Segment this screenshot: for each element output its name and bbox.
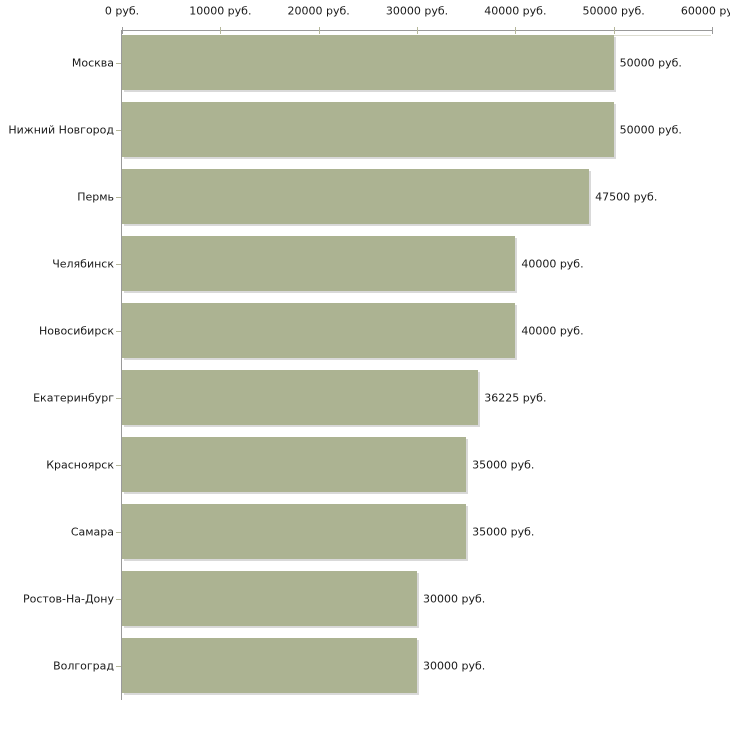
category-axis-tick-mark	[116, 264, 121, 265]
bar[interactable]	[122, 571, 417, 626]
category-axis-tick-mark	[116, 63, 121, 64]
value-axis: 0 руб. 10000 руб. 20000 руб. 30000 руб. 4000…	[0, 0, 730, 36]
category-axis-label: Челябинск	[52, 257, 114, 270]
bar-value-label: 47500 руб.	[595, 190, 658, 203]
bar[interactable]	[122, 303, 516, 358]
category-axis-tick-mark	[116, 532, 121, 533]
value-axis-tick-label: 50000 руб.	[582, 4, 645, 18]
value-axis-tick-mark	[417, 27, 418, 34]
category-axis-tick-mark	[116, 398, 121, 399]
category-axis-line	[121, 30, 122, 700]
category-axis-label: Пермь	[77, 190, 114, 203]
bar-value-label: 36225 руб.	[484, 391, 547, 404]
bar[interactable]	[122, 102, 614, 157]
value-axis-tick-label: 60000 руб.	[680, 4, 730, 18]
bar[interactable]	[122, 437, 467, 492]
bar-value-label: 40000 руб.	[521, 257, 584, 270]
bar[interactable]	[122, 370, 479, 425]
category-axis-label: Волгоград	[53, 659, 114, 672]
category-axis-label: Новосибирск	[38, 324, 114, 337]
value-axis-tick-label: 30000 руб.	[385, 4, 449, 18]
category-axis-tick-mark	[116, 465, 121, 466]
category-axis-tick-mark	[116, 130, 121, 131]
bar[interactable]	[122, 638, 417, 693]
category-axis-tick-mark	[116, 197, 121, 198]
bar-value-label: 35000 руб.	[472, 458, 535, 471]
bar[interactable]	[122, 504, 467, 559]
category-axis-label: Екатеринбург	[33, 391, 114, 404]
value-axis-tick-label: 20000 руб.	[287, 4, 350, 18]
value-axis-tick-label: 10000 руб.	[189, 4, 252, 18]
category-axis-tick-mark	[116, 666, 121, 667]
category-axis-label: Москва	[71, 56, 114, 69]
value-axis-tick-label: 40000 руб.	[484, 4, 547, 18]
value-axis-tick-mark	[122, 27, 123, 34]
bar-value-label: 30000 руб.	[423, 659, 486, 672]
bar-value-label: 30000 руб.	[423, 592, 486, 605]
bar-value-label: 35000 руб.	[472, 525, 535, 538]
category-axis-label: Ростов-На-Дону	[22, 592, 114, 605]
bar-value-label: 40000 руб.	[521, 324, 584, 337]
category-axis-tick-mark	[116, 331, 121, 332]
bar[interactable]	[122, 236, 516, 291]
bar[interactable]	[122, 35, 614, 90]
bar-value-label: 50000 руб.	[619, 123, 682, 136]
bar-value-label: 50000 руб.	[619, 56, 682, 69]
category-axis-label: Красноярск	[46, 458, 114, 471]
value-axis-tick-mark	[220, 27, 221, 34]
value-axis-tick-mark	[319, 27, 320, 34]
category-axis-tick-mark	[116, 599, 121, 600]
bar[interactable]	[122, 169, 590, 224]
category-axis-label: Нижний Новгород	[8, 123, 114, 136]
category-axis-label: Самара	[70, 525, 114, 538]
value-axis-tick-label: 0 руб.	[104, 4, 140, 18]
value-axis-tick-mark	[712, 27, 713, 34]
value-axis-tick-mark	[614, 27, 615, 34]
value-axis-tick-mark	[515, 27, 516, 34]
